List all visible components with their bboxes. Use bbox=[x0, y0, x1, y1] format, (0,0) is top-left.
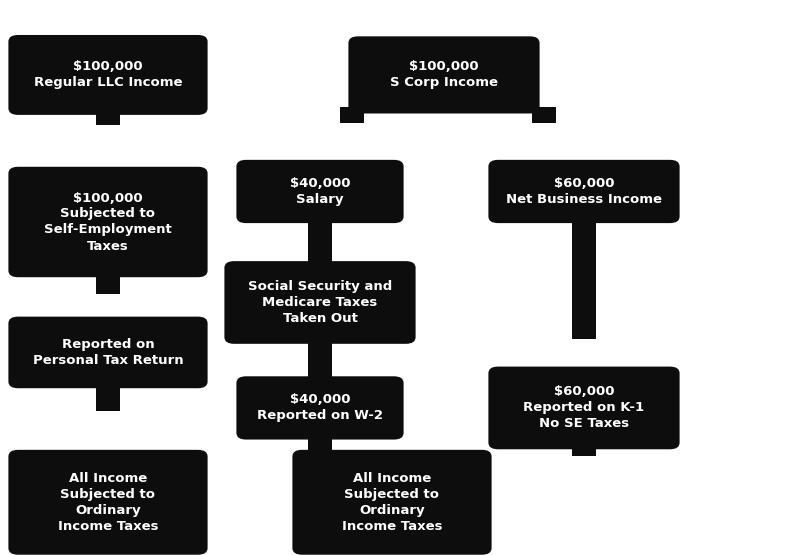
Text: All Income
Subjected to
Ordinary
Income Taxes: All Income Subjected to Ordinary Income … bbox=[58, 472, 158, 533]
Text: $60,000
Reported on K-1
No SE Taxes: $60,000 Reported on K-1 No SE Taxes bbox=[523, 385, 645, 431]
Text: $100,000
S Corp Income: $100,000 S Corp Income bbox=[390, 60, 498, 89]
FancyBboxPatch shape bbox=[349, 36, 540, 114]
FancyBboxPatch shape bbox=[237, 376, 403, 440]
Text: $40,000
Salary: $40,000 Salary bbox=[290, 177, 350, 206]
Text: $100,000
Subjected to
Self-Employment
Taxes: $100,000 Subjected to Self-Employment Ta… bbox=[44, 191, 172, 253]
Bar bbox=[96, 381, 120, 411]
Bar bbox=[308, 433, 332, 456]
FancyBboxPatch shape bbox=[9, 450, 208, 555]
FancyBboxPatch shape bbox=[488, 366, 679, 450]
FancyBboxPatch shape bbox=[9, 35, 208, 115]
Bar bbox=[308, 337, 332, 383]
Text: Social Security and
Medicare Taxes
Taken Out: Social Security and Medicare Taxes Taken… bbox=[248, 280, 392, 325]
Text: $60,000
Net Business Income: $60,000 Net Business Income bbox=[506, 177, 662, 206]
FancyBboxPatch shape bbox=[224, 261, 416, 344]
Bar bbox=[532, 107, 556, 123]
FancyBboxPatch shape bbox=[9, 316, 208, 388]
Bar bbox=[340, 107, 364, 123]
Bar bbox=[96, 268, 120, 294]
Text: $40,000
Reported on W-2: $40,000 Reported on W-2 bbox=[257, 393, 383, 422]
Text: All Income
Subjected to
Ordinary
Income Taxes: All Income Subjected to Ordinary Income … bbox=[342, 472, 442, 533]
FancyBboxPatch shape bbox=[9, 167, 208, 278]
FancyBboxPatch shape bbox=[237, 160, 403, 223]
Bar bbox=[96, 108, 120, 125]
Text: Reported on
Personal Tax Return: Reported on Personal Tax Return bbox=[33, 338, 183, 367]
Bar bbox=[308, 216, 332, 268]
Bar bbox=[572, 442, 596, 456]
FancyBboxPatch shape bbox=[293, 450, 491, 555]
Bar bbox=[572, 216, 596, 339]
Text: $100,000
Regular LLC Income: $100,000 Regular LLC Income bbox=[34, 60, 182, 89]
FancyBboxPatch shape bbox=[488, 160, 679, 223]
